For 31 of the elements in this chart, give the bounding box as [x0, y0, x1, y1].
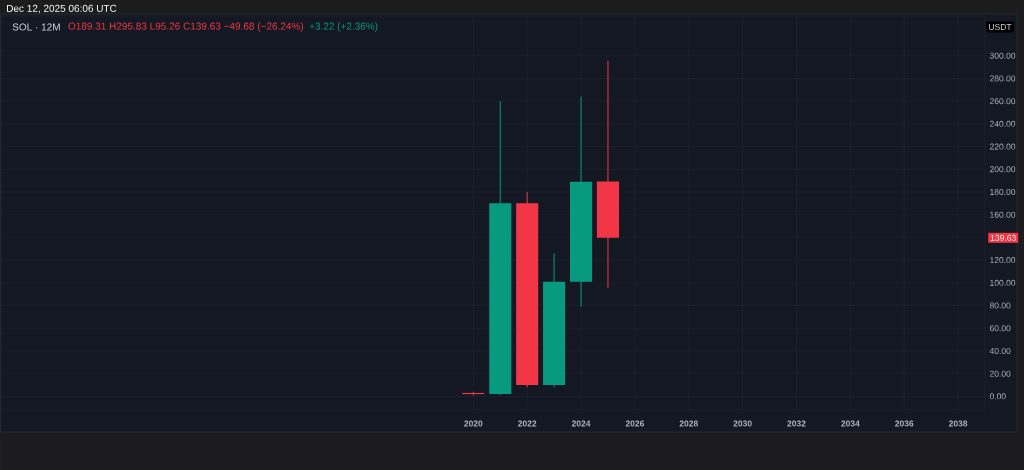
- annotation: O189.31 H295.83 L95.26 C139.63 −49.68 (−26.24%): [68, 22, 304, 32]
- text: 139.63: [990, 234, 1016, 241]
- y-tick-label: 100.00: [990, 279, 1016, 286]
- y-tick-label: 120.00: [990, 257, 1016, 264]
- y-tick-label: 40.00: [989, 347, 1011, 354]
- y-tick-label: 280.00: [989, 75, 1016, 82]
- y-tick-label: 180.00: [990, 188, 1016, 195]
- y-tick-label: 60.00: [989, 325, 1011, 332]
- y-tick-label: 200.00: [989, 166, 1016, 173]
- text: SOL · 12M: [12, 23, 60, 31]
- y-tick-label: 240.00: [989, 120, 1016, 127]
- x-tick-label: 2034: [841, 420, 860, 427]
- annotation: +3.22 (+2.36%): [309, 22, 378, 32]
- y-tick-label: 300.00: [989, 52, 1016, 59]
- x-tick-label: 2020: [464, 420, 483, 427]
- x-tick-label: 2026: [625, 420, 645, 427]
- x-tick-label: 2022: [518, 420, 537, 427]
- y-tick-label: 0.00: [989, 393, 1006, 400]
- y-tick-label: 220.00: [989, 143, 1016, 150]
- y-tick-label: 80.00: [989, 302, 1011, 309]
- x-tick-label: 2032: [787, 420, 806, 427]
- text: Dec 12, 2025 06:06 UTC: [7, 4, 117, 14]
- y-axis-title: USDT: [989, 23, 1012, 30]
- y-tick-label: 160.00: [990, 211, 1016, 218]
- x-tick-label: 2030: [733, 420, 752, 427]
- x-tick-label: 2024: [571, 420, 591, 427]
- x-tick-label: 2028: [679, 420, 698, 427]
- x-tick-label: 2036: [895, 420, 914, 427]
- x-tick-label: 2038: [948, 420, 968, 427]
- y-tick-label: 260.00: [989, 98, 1016, 105]
- y-tick-label: 20.00: [989, 370, 1011, 377]
